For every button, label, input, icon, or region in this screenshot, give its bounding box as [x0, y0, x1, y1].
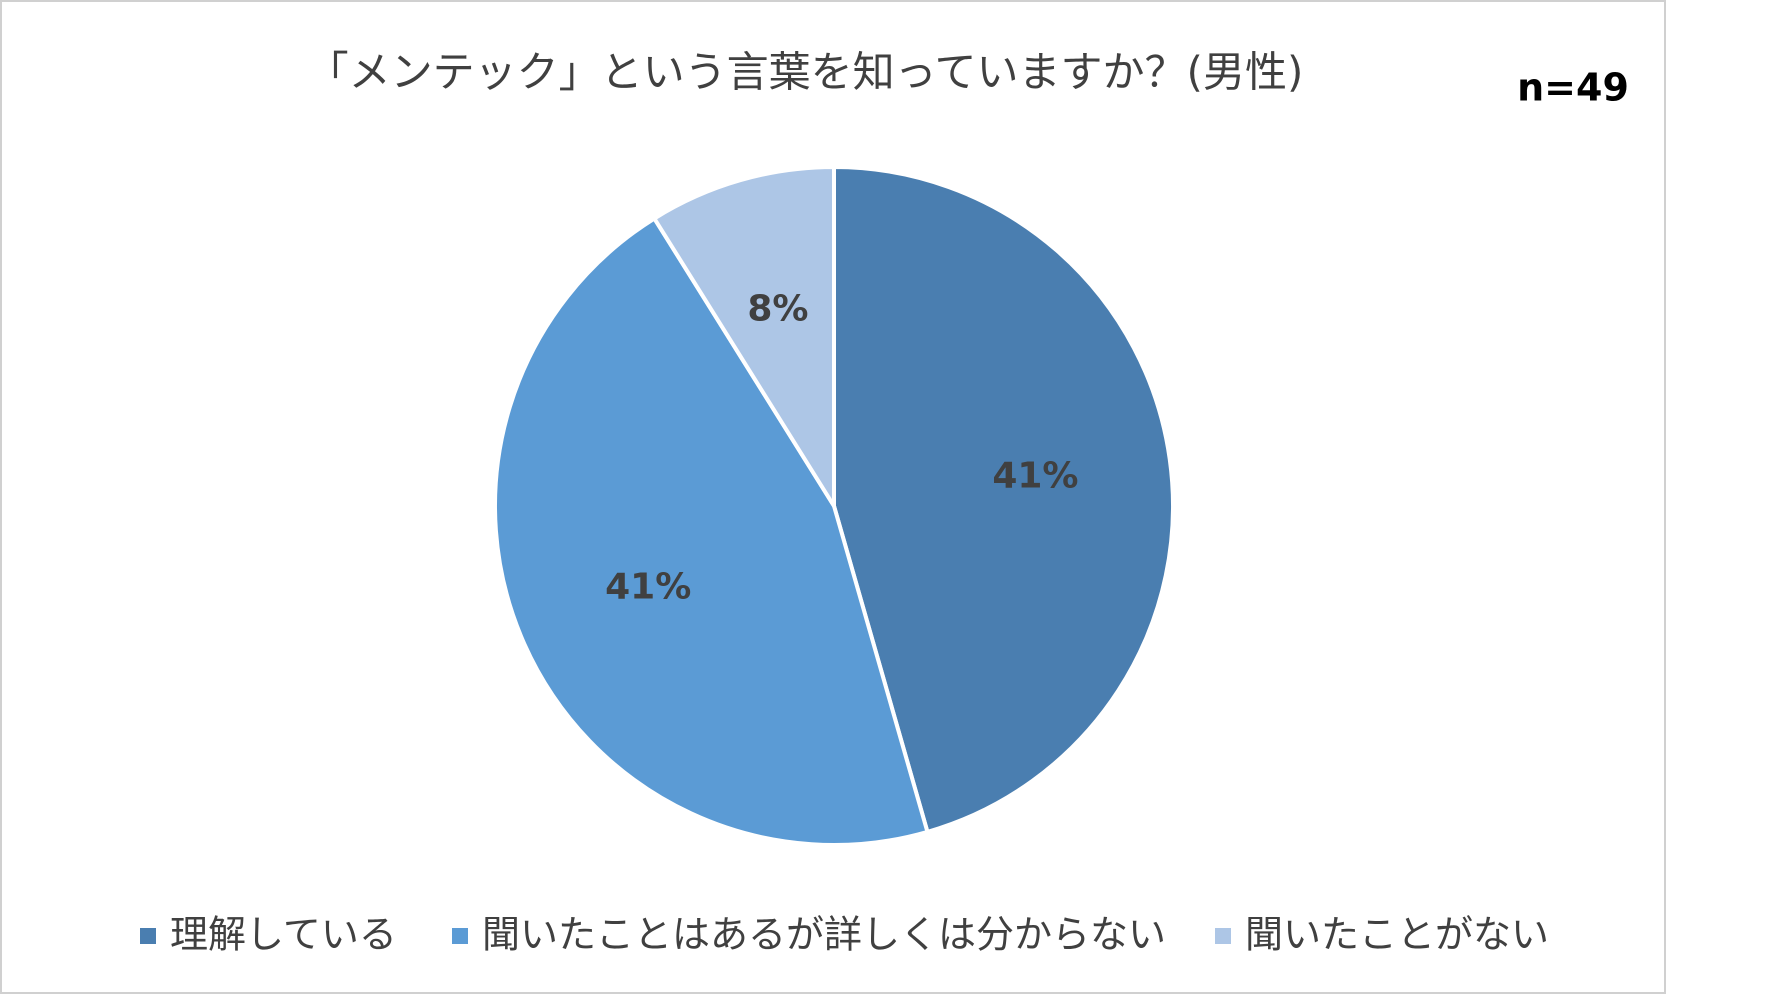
- legend-label: 聞いたことがない: [1245, 913, 1549, 957]
- chart-title: 「メンテック」という言葉を知っていますか？(男性): [307, 48, 1304, 97]
- pie-slice: [651, 164, 836, 513]
- legend-swatch: [452, 928, 468, 944]
- data-label: 8%: [747, 288, 808, 329]
- pie-slice: [493, 215, 930, 847]
- annotation: n=49: [1517, 66, 1629, 110]
- data-label: 41%: [992, 456, 1078, 497]
- legend-swatch: [1215, 928, 1231, 944]
- legend-label: 理解している: [170, 913, 397, 957]
- legend-swatch: [140, 928, 156, 944]
- pie-slice: [832, 164, 1175, 835]
- data-label: 41%: [605, 567, 691, 608]
- legend-label: 聞いたことはあるが詳しくは分からない: [482, 913, 1166, 957]
